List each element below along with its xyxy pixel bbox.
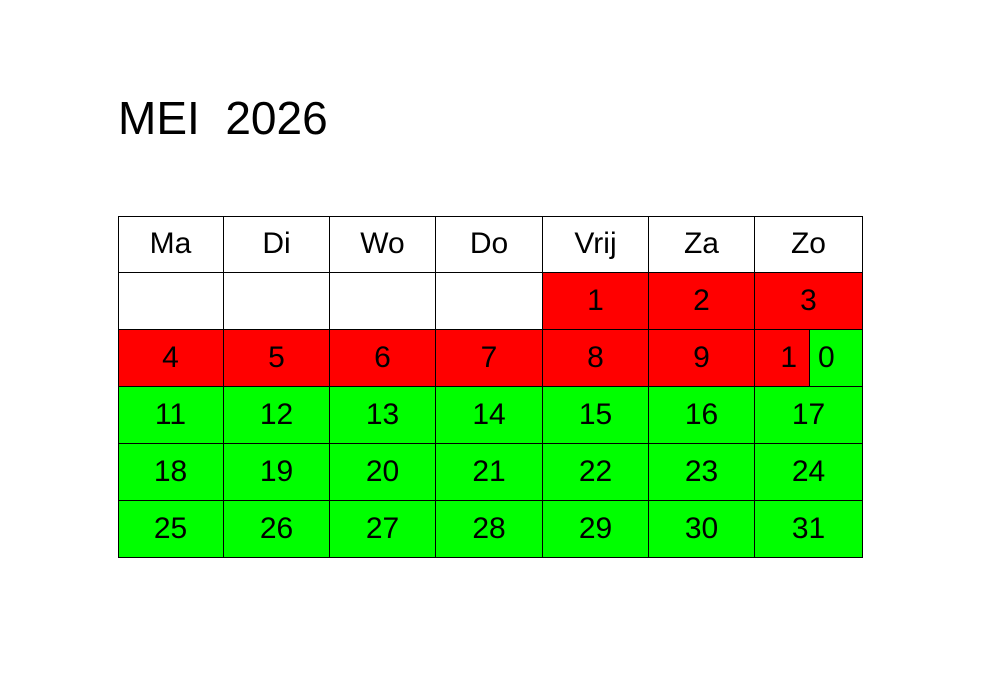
day-cell: 28: [436, 501, 543, 558]
day-cell: 2: [649, 273, 755, 330]
weekday-header: Ma: [118, 216, 224, 273]
day-cell: 31: [755, 501, 863, 558]
day-cell-part: 1: [755, 330, 809, 386]
day-cell: 4: [118, 330, 224, 387]
day-cell: 19: [224, 444, 330, 501]
day-cell: 22: [543, 444, 649, 501]
weekday-header: Di: [224, 216, 330, 273]
day-cell: 14: [436, 387, 543, 444]
day-cell: 26: [224, 501, 330, 558]
calendar-title: MEI 2026: [118, 92, 328, 144]
day-cell: 12: [224, 387, 330, 444]
weekday-header: Wo: [330, 216, 436, 273]
weekday-header: Do: [436, 216, 543, 273]
day-cell: 24: [755, 444, 863, 501]
day-cell: 7: [436, 330, 543, 387]
day-cell: [436, 273, 543, 330]
day-cell: 18: [118, 444, 224, 501]
day-cell: 21: [436, 444, 543, 501]
day-cell: 5: [224, 330, 330, 387]
day-cell: 8: [543, 330, 649, 387]
day-cell: 3: [755, 273, 863, 330]
day-cell: [118, 273, 224, 330]
day-cell: 17: [755, 387, 863, 444]
day-cell: 29: [543, 501, 649, 558]
day-cell: 16: [649, 387, 755, 444]
day-cell: 9: [649, 330, 755, 387]
day-cell: 20: [330, 444, 436, 501]
day-cell: 27: [330, 501, 436, 558]
day-cell: 25: [118, 501, 224, 558]
weekday-header: Vrij: [543, 216, 649, 273]
day-cell: 15: [543, 387, 649, 444]
weekday-header: Za: [649, 216, 755, 273]
day-cell: [224, 273, 330, 330]
day-cell: 1: [543, 273, 649, 330]
weekday-header: Zo: [755, 216, 863, 273]
day-cell: 13: [330, 387, 436, 444]
day-cell: [330, 273, 436, 330]
day-cell-part: 0: [809, 330, 862, 386]
day-cell: 23: [649, 444, 755, 501]
day-cell: 6: [330, 330, 436, 387]
day-cell: 30: [649, 501, 755, 558]
day-cell: 11: [118, 387, 224, 444]
